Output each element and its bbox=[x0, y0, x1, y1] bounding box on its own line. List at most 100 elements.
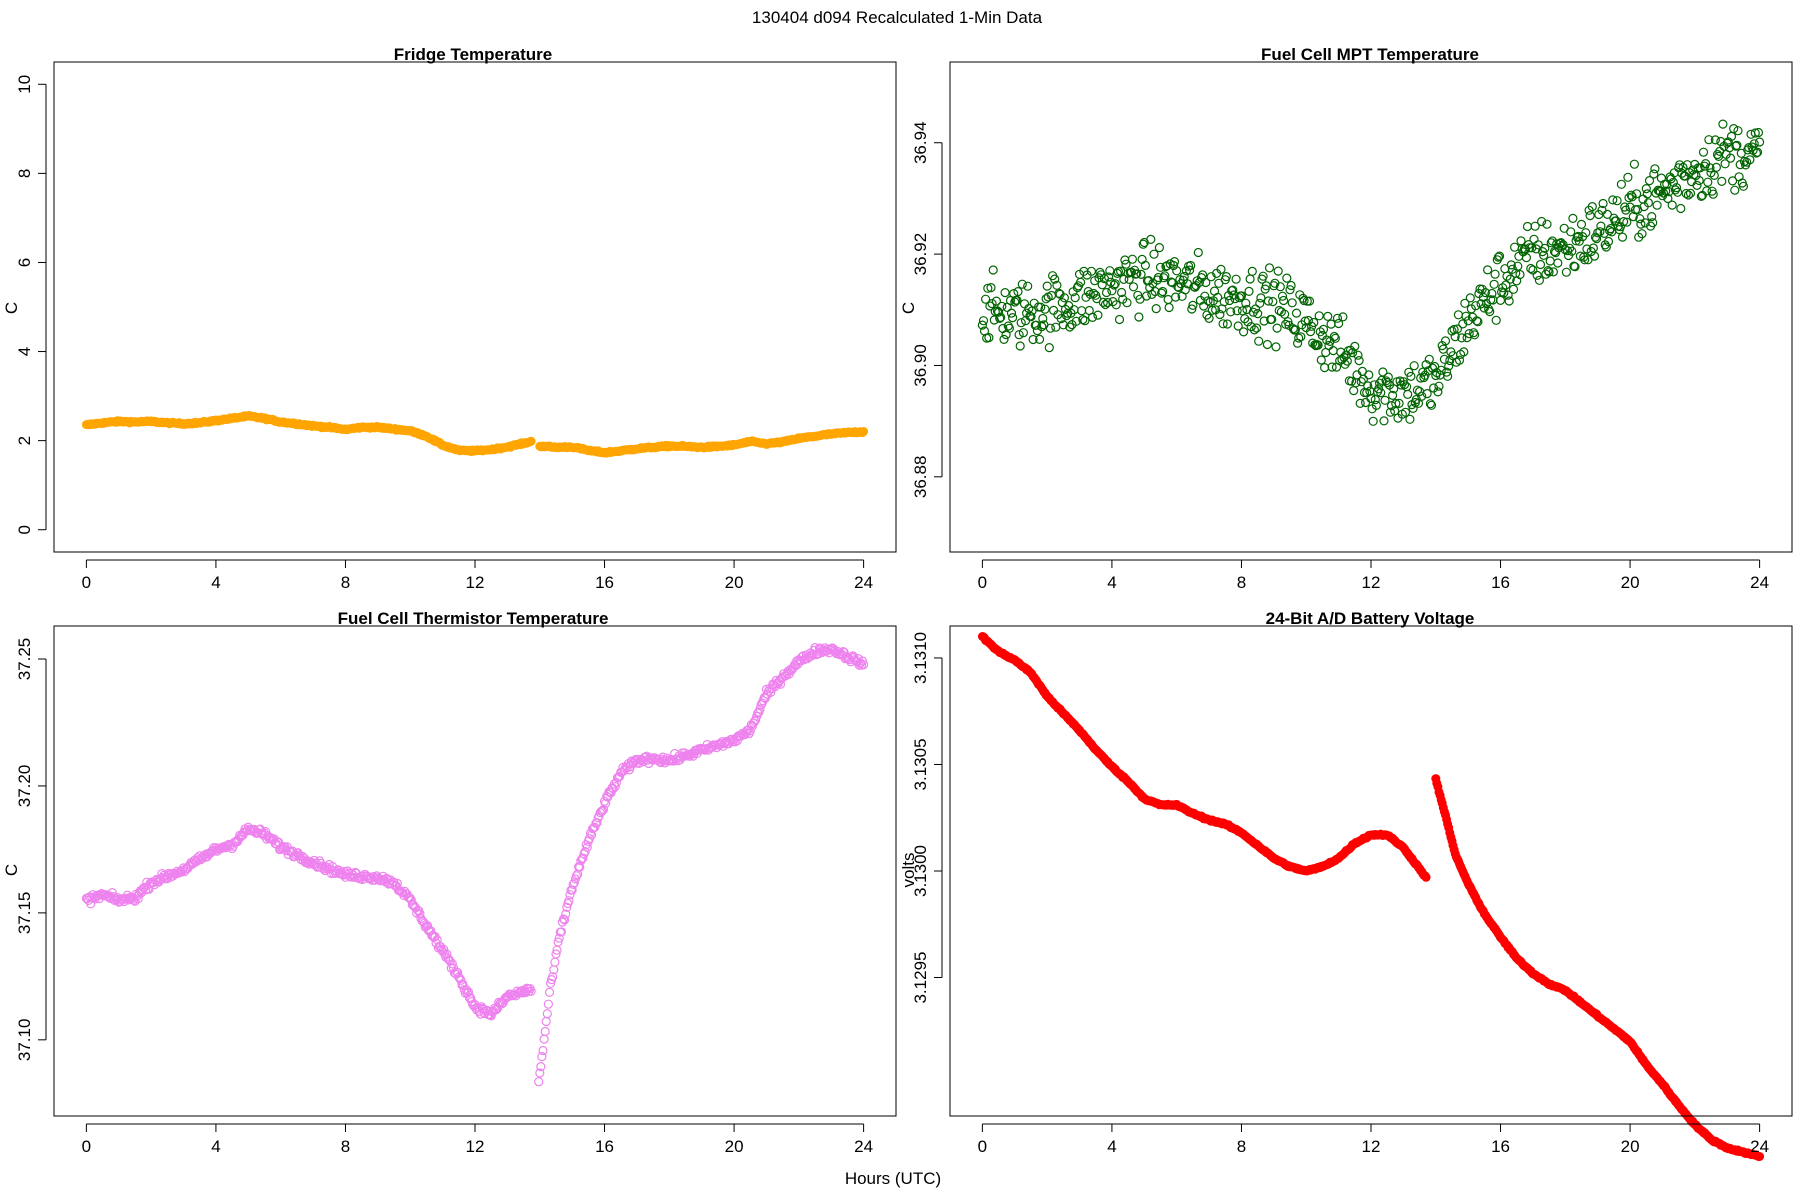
data-point bbox=[1098, 297, 1108, 307]
data-point bbox=[1065, 322, 1075, 332]
data-point bbox=[1216, 264, 1226, 274]
data-point bbox=[1006, 308, 1017, 318]
data-point bbox=[1007, 313, 1018, 323]
data-point bbox=[1018, 328, 1029, 338]
data-point bbox=[1141, 291, 1152, 301]
data-point bbox=[1058, 320, 1068, 330]
data-point bbox=[1421, 872, 1431, 882]
data-point bbox=[1194, 277, 1205, 287]
data-point bbox=[1226, 307, 1236, 317]
data-point bbox=[1166, 277, 1176, 287]
x-tick-label: 8 bbox=[1237, 1137, 1246, 1156]
x-tick-label: 16 bbox=[595, 1137, 614, 1156]
x-tick-label: 20 bbox=[725, 1137, 744, 1156]
data-point bbox=[988, 265, 998, 275]
x-tick-label: 12 bbox=[1362, 1137, 1381, 1156]
y-tick-label: 37.25 bbox=[15, 638, 34, 681]
data-point bbox=[1219, 297, 1229, 307]
data-point bbox=[977, 320, 988, 330]
data-point bbox=[1044, 343, 1054, 353]
data-point bbox=[1111, 300, 1121, 310]
data-point bbox=[1028, 334, 1038, 345]
data-point bbox=[1136, 269, 1146, 279]
x-tick-label: 8 bbox=[341, 1137, 350, 1156]
y-tick-label: 8 bbox=[15, 169, 34, 178]
data-point bbox=[1200, 291, 1210, 301]
panel-title: Fridge Temperature bbox=[394, 45, 552, 64]
data-point bbox=[1072, 283, 1083, 293]
y-tick-label: 37.20 bbox=[15, 765, 34, 808]
x-tick-label: 4 bbox=[1107, 1137, 1116, 1156]
y-tick-label: 6 bbox=[15, 258, 34, 267]
x-tick-label: 24 bbox=[1750, 1137, 1769, 1156]
data-point bbox=[1015, 341, 1025, 351]
data-point bbox=[1169, 257, 1180, 267]
data-point bbox=[1071, 316, 1081, 326]
data-point bbox=[1040, 304, 1050, 314]
x-tick-label: 4 bbox=[1107, 573, 1116, 592]
data-point bbox=[1172, 266, 1182, 276]
data-point bbox=[1087, 312, 1098, 322]
data-point bbox=[859, 427, 869, 436]
data-point bbox=[1170, 292, 1181, 302]
data-point bbox=[1218, 319, 1228, 329]
data-point bbox=[1153, 272, 1163, 283]
y-tick-label: 2 bbox=[15, 436, 34, 445]
data-point bbox=[1108, 297, 1118, 307]
data-point bbox=[1215, 309, 1225, 320]
data-point bbox=[1207, 305, 1217, 315]
data-point bbox=[1083, 286, 1093, 297]
data-point bbox=[1109, 280, 1119, 290]
data-point bbox=[1088, 288, 1099, 299]
x-tick-label: 0 bbox=[82, 573, 91, 592]
x-tick-label: 0 bbox=[978, 573, 987, 592]
data-point bbox=[1186, 260, 1196, 271]
y-tick-label: 36.92 bbox=[911, 233, 930, 276]
data-point bbox=[1017, 279, 1027, 289]
y-axis-label: C bbox=[2, 302, 21, 314]
x-tick-label: 16 bbox=[1491, 1137, 1510, 1156]
data-point bbox=[1052, 280, 1062, 290]
x-tick-label: 8 bbox=[1237, 573, 1246, 592]
data-point bbox=[1168, 260, 1179, 271]
data-point bbox=[1187, 304, 1197, 314]
data-point bbox=[1059, 293, 1070, 303]
y-tick-label: 36.88 bbox=[911, 456, 930, 499]
data-point bbox=[526, 436, 536, 446]
x-tick-label: 20 bbox=[1621, 1137, 1640, 1156]
x-tick-label: 24 bbox=[854, 573, 873, 592]
data-point bbox=[1014, 330, 1024, 340]
data-point bbox=[1151, 304, 1161, 314]
data-point bbox=[1193, 247, 1203, 258]
x-tick-label: 20 bbox=[1621, 573, 1640, 592]
data-point bbox=[1038, 313, 1048, 324]
data-point bbox=[1122, 298, 1132, 308]
data-point bbox=[1191, 281, 1201, 291]
data-point bbox=[1119, 274, 1129, 284]
data-point bbox=[1158, 286, 1168, 297]
data-point bbox=[1127, 254, 1138, 264]
data-point bbox=[1222, 319, 1233, 329]
data-point bbox=[1078, 315, 1088, 325]
data-point bbox=[1070, 293, 1080, 303]
data-point bbox=[1042, 281, 1052, 291]
data-point bbox=[1097, 280, 1107, 290]
data-point bbox=[1045, 323, 1056, 333]
data-point bbox=[1147, 289, 1157, 299]
data-point bbox=[1140, 260, 1151, 270]
data-point bbox=[1114, 314, 1125, 325]
figure-title: 130404 d094 Recalculated 1-Min Data bbox=[752, 8, 1043, 27]
data-point bbox=[1149, 249, 1159, 259]
data-point bbox=[1050, 274, 1060, 284]
data-point bbox=[991, 296, 1002, 306]
data-point bbox=[995, 313, 1005, 323]
data-point bbox=[1203, 296, 1213, 306]
y-tick-label: 10 bbox=[15, 75, 34, 94]
data-point bbox=[1197, 270, 1208, 280]
data-point bbox=[985, 301, 995, 311]
y-axis-label: C bbox=[899, 302, 918, 314]
x-tick-label: 12 bbox=[466, 573, 485, 592]
data-point bbox=[1116, 287, 1127, 298]
